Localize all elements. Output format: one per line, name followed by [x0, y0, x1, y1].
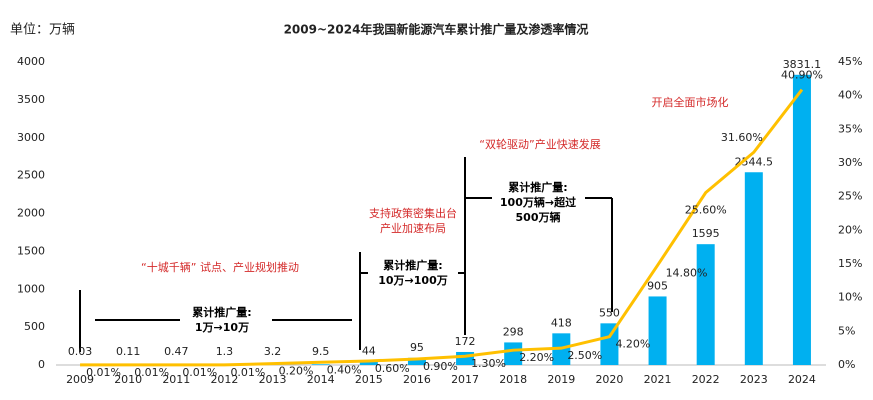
bar-value-label: 298	[503, 325, 524, 338]
y2-tick-label: 0%	[838, 358, 855, 371]
bar	[696, 244, 715, 365]
annotation: “十城千辆” 试点、产业规划推动	[141, 260, 299, 274]
y-tick-label: 4000	[17, 55, 45, 68]
y-tick-label: 500	[24, 320, 45, 333]
bar-value-label: 3831.1	[783, 58, 822, 71]
bar-value-label: 0.03	[68, 345, 93, 358]
y-tick-label: 3000	[17, 131, 45, 144]
line-value-label: 14.80%	[666, 266, 708, 279]
y-tick-label: 3500	[17, 93, 45, 106]
bar-value-label: 418	[551, 316, 572, 329]
annotation: 10万→100万	[378, 274, 448, 287]
bar-value-label: 1.3	[216, 345, 234, 358]
line	[80, 88, 804, 367]
x-tick-label: 2023	[740, 373, 768, 386]
x-tick-label: 2018	[499, 373, 527, 386]
y2-tick-label: 15%	[838, 257, 862, 270]
line-value-label: 4.20%	[615, 338, 650, 351]
x-tick-label: 2024	[788, 373, 816, 386]
brackets	[79, 157, 613, 352]
bar-value-label: 3.2	[264, 345, 282, 358]
line-value-label: 0.01%	[86, 366, 121, 379]
y-tick-label: 0	[38, 358, 45, 371]
annotation: 累计推广量:	[192, 305, 251, 319]
bar-value-label: 172	[455, 335, 476, 348]
x-tick-label: 2019	[547, 373, 575, 386]
unit-label: 单位：万辆	[10, 23, 75, 38]
x-tick-label: 2022	[692, 373, 720, 386]
line-value-label: 40.90%	[781, 69, 823, 82]
annotation: “双轮驱动”产业快速发展	[479, 137, 600, 151]
y2-tick-label: 5%	[838, 324, 855, 337]
line-value-label: 1.30%	[471, 357, 506, 370]
annotation: 500万辆	[516, 210, 561, 224]
bar	[648, 296, 667, 365]
x-tick-label: 2009	[66, 373, 94, 386]
bar-value-label: 1595	[692, 227, 720, 240]
x-tick-label: 2016	[403, 373, 431, 386]
y-tick-label: 1000	[17, 282, 45, 295]
line-value-label: 0.90%	[423, 360, 458, 373]
x-tick-label: 2015	[355, 373, 383, 386]
bar-value-label: 550	[599, 306, 620, 319]
y2-tick-label: 35%	[838, 122, 862, 135]
line-value-label: 0.40%	[327, 363, 362, 376]
bar-value-label: 905	[647, 279, 668, 292]
bar	[744, 172, 763, 365]
line-value-label: 0.20%	[279, 365, 314, 378]
y2-tick-label: 30%	[838, 156, 862, 169]
y2-tick-label: 25%	[838, 190, 862, 203]
bar	[311, 364, 330, 365]
y-tick-label: 2000	[17, 207, 45, 220]
x-tick-label: 2010	[114, 373, 142, 386]
x-tick-label: 2012	[210, 373, 238, 386]
x-tick-label: 2017	[451, 373, 479, 386]
y-tick-label: 2500	[17, 169, 45, 182]
annotation: 累计推广量:	[508, 180, 567, 194]
bar-value-label: 95	[410, 341, 424, 354]
line-value-label: 0.01%	[134, 366, 169, 379]
line-value-label: 31.60%	[721, 131, 763, 144]
x-tick-label: 2014	[307, 373, 335, 386]
x-tick-label: 2021	[644, 373, 672, 386]
bar	[504, 342, 523, 365]
annotation: 支持政策密集出台	[369, 206, 457, 220]
y2-tick-label: 20%	[838, 223, 862, 236]
annotation: 100万辆→超过	[500, 195, 576, 209]
bar-value-label: 44	[362, 345, 376, 358]
bar	[792, 74, 811, 365]
y2-tick-label: 10%	[838, 291, 862, 304]
bar-value-label: 0.47	[164, 345, 189, 358]
bar	[407, 357, 426, 365]
bar	[359, 361, 378, 365]
line-value-label: 0.01%	[230, 366, 265, 379]
x-tick-label: 2013	[259, 373, 287, 386]
line-value-label: 0.01%	[182, 366, 217, 379]
x-tick-label: 2011	[162, 373, 190, 386]
line-value-label: 2.50%	[567, 349, 602, 362]
y2-tick-label: 40%	[838, 89, 862, 102]
x-tick-label: 2020	[595, 373, 623, 386]
annotation: 累计推广量:	[383, 258, 442, 272]
y2-tick-label: 45%	[838, 55, 862, 68]
bar-value-label: 9.5	[312, 345, 330, 358]
line-value-label: 25.60%	[685, 204, 727, 217]
annotation: 1万→10万	[195, 321, 249, 334]
annotation: 开启全面市场化	[652, 95, 729, 109]
line-value-label: 2.20%	[519, 351, 554, 364]
bar	[600, 323, 619, 365]
bar-value-label: 0.11	[116, 345, 141, 358]
y-tick-label: 1500	[17, 244, 45, 257]
annotation: 产业加速布局	[380, 221, 446, 235]
line-value-label: 0.60%	[375, 362, 410, 375]
chart-title: 2009~2024年我国新能源汽车累计推广量及渗透率情况	[284, 22, 589, 37]
